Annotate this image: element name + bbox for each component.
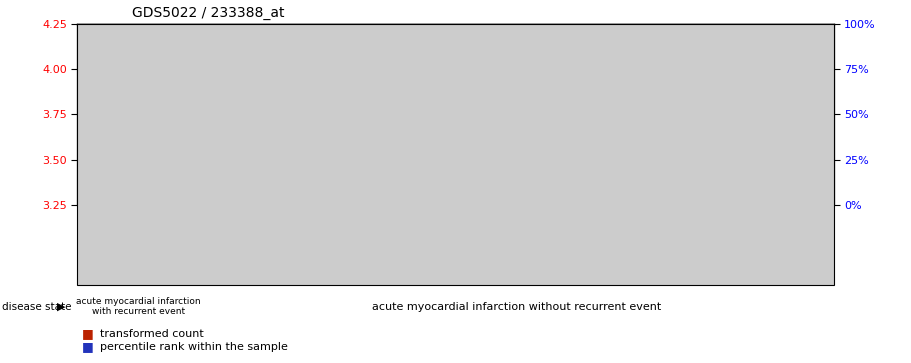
Bar — [137, 149, 145, 205]
Bar — [548, 136, 557, 205]
Bar — [645, 169, 653, 205]
Bar — [233, 136, 241, 205]
Bar — [597, 136, 605, 205]
Bar — [670, 169, 678, 205]
Bar — [209, 165, 218, 205]
Bar — [476, 136, 484, 205]
Bar — [500, 136, 508, 205]
Text: disease state: disease state — [2, 302, 71, 312]
Bar — [87, 140, 97, 205]
Bar — [160, 54, 169, 205]
Bar — [306, 129, 314, 205]
Bar — [330, 113, 339, 205]
Bar — [693, 169, 702, 205]
Bar — [185, 98, 193, 205]
Bar — [379, 136, 387, 205]
Bar — [621, 118, 630, 205]
Bar — [258, 136, 266, 205]
Bar — [281, 136, 290, 205]
Text: ■: ■ — [82, 340, 94, 353]
Bar — [742, 78, 751, 205]
Bar — [403, 136, 411, 205]
Text: ▶: ▶ — [56, 302, 65, 312]
Text: ■: ■ — [82, 327, 94, 340]
Text: percentile rank within the sample: percentile rank within the sample — [100, 342, 288, 352]
Bar — [791, 158, 799, 205]
Text: transformed count: transformed count — [100, 329, 204, 339]
Text: acute myocardial infarction without recurrent event: acute myocardial infarction without recu… — [372, 302, 661, 312]
Text: GDS5022 / 233388_at: GDS5022 / 233388_at — [132, 6, 284, 20]
Bar — [427, 114, 435, 205]
Bar — [451, 160, 460, 205]
Bar — [718, 136, 726, 205]
Bar — [524, 136, 532, 205]
Bar — [112, 149, 120, 205]
Bar — [354, 29, 363, 205]
Bar — [572, 105, 581, 205]
Bar — [814, 105, 824, 205]
Bar — [766, 136, 774, 205]
Text: acute myocardial infarction
with recurrent event: acute myocardial infarction with recurre… — [77, 297, 200, 317]
